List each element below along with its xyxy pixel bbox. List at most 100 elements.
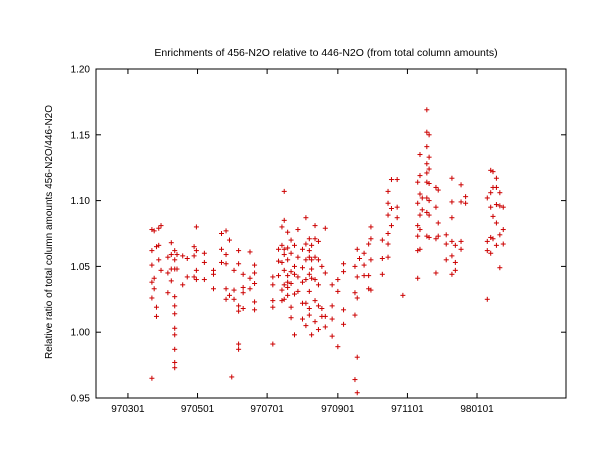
data-point — [424, 144, 430, 150]
data-point — [229, 374, 235, 380]
data-point — [329, 282, 335, 288]
data-point — [417, 191, 423, 197]
data-point — [172, 311, 178, 317]
data-point — [288, 269, 294, 275]
data-point — [329, 303, 335, 309]
data-point — [279, 287, 285, 293]
x-tick-label: 971101 — [391, 404, 424, 415]
data-point — [497, 232, 503, 238]
data-point — [247, 249, 253, 255]
data-point — [490, 169, 496, 175]
chart-title: Enrichments of 456-N2O relative to 446-N… — [154, 47, 497, 59]
data-point — [149, 248, 155, 254]
x-axis-ticks: 970301 970501 970701 970901 971101 980101 — [111, 69, 494, 415]
x-tick-label: 970701 — [250, 404, 284, 415]
data-point — [172, 346, 178, 352]
y-tick-label: 1.10 — [71, 196, 91, 207]
data-point — [452, 267, 458, 273]
data-point — [361, 273, 367, 279]
data-point — [415, 179, 421, 185]
data-point — [424, 107, 430, 113]
data-point — [449, 238, 455, 244]
data-point — [180, 253, 186, 259]
data-point — [357, 256, 363, 262]
data-point — [153, 304, 159, 310]
data-point — [226, 292, 232, 298]
data-point — [149, 279, 155, 285]
data-point — [223, 228, 229, 234]
data-point — [385, 212, 391, 218]
data-point — [236, 248, 242, 254]
data-point — [288, 315, 294, 321]
data-point — [295, 254, 301, 260]
data-point — [236, 303, 242, 309]
data-point — [291, 242, 297, 248]
data-point — [435, 233, 441, 239]
data-point — [303, 277, 309, 283]
y-axis-ticks: 0.95 1.00 1.05 1.10 1.15 1.20 — [71, 65, 566, 405]
data-point — [488, 190, 494, 196]
data-point — [201, 250, 207, 256]
data-point — [240, 306, 246, 312]
data-point — [172, 359, 178, 365]
data-point — [484, 296, 490, 302]
data-point — [285, 229, 291, 235]
data-point — [433, 236, 439, 242]
x-tick-label: 970301 — [111, 404, 145, 415]
plot-frame — [95, 68, 567, 399]
data-point — [312, 277, 318, 283]
data-point — [193, 248, 199, 254]
data-point — [180, 282, 186, 288]
data-point — [394, 177, 400, 183]
data-point — [424, 195, 430, 201]
data-point — [312, 236, 318, 242]
data-point — [288, 281, 294, 287]
data-point — [368, 257, 374, 263]
data-point — [172, 365, 178, 371]
data-point — [493, 202, 499, 208]
data-point — [149, 375, 155, 381]
data-point — [303, 257, 309, 263]
data-point — [281, 252, 287, 258]
data-point — [419, 195, 425, 201]
data-point — [368, 287, 374, 293]
data-point — [458, 238, 464, 244]
data-point — [156, 225, 162, 231]
data-point — [295, 227, 301, 233]
data-point — [458, 182, 464, 188]
data-point — [299, 246, 305, 252]
data-point — [158, 223, 164, 229]
data-point — [497, 190, 503, 196]
data-point — [319, 306, 325, 312]
data-point — [168, 278, 174, 284]
data-point — [306, 288, 312, 294]
data-point — [388, 205, 394, 211]
data-point — [361, 262, 367, 268]
data-point — [315, 327, 321, 333]
data-point — [388, 223, 394, 229]
data-point — [385, 241, 391, 247]
data-point — [335, 277, 341, 283]
data-point — [172, 332, 178, 338]
data-point — [218, 231, 224, 236]
data-point — [270, 298, 276, 304]
data-point — [426, 132, 432, 138]
data-point — [158, 267, 164, 273]
data-point — [315, 257, 321, 263]
data-point — [366, 241, 372, 247]
y-tick-label: 0.95 — [71, 394, 91, 405]
data-point — [156, 242, 162, 248]
data-point — [426, 180, 432, 186]
data-point — [443, 232, 449, 238]
data-point — [493, 184, 499, 190]
data-point — [288, 250, 294, 256]
y-tick-label: 1.05 — [71, 262, 91, 273]
data-point — [309, 257, 315, 263]
data-point — [312, 254, 318, 260]
data-point — [285, 284, 291, 290]
data-point — [184, 256, 190, 262]
data-point — [463, 200, 469, 206]
data-point — [500, 227, 506, 233]
data-point — [354, 354, 360, 360]
data-point — [385, 188, 391, 194]
